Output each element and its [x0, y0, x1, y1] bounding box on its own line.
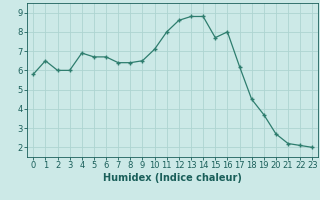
- X-axis label: Humidex (Indice chaleur): Humidex (Indice chaleur): [103, 173, 242, 183]
